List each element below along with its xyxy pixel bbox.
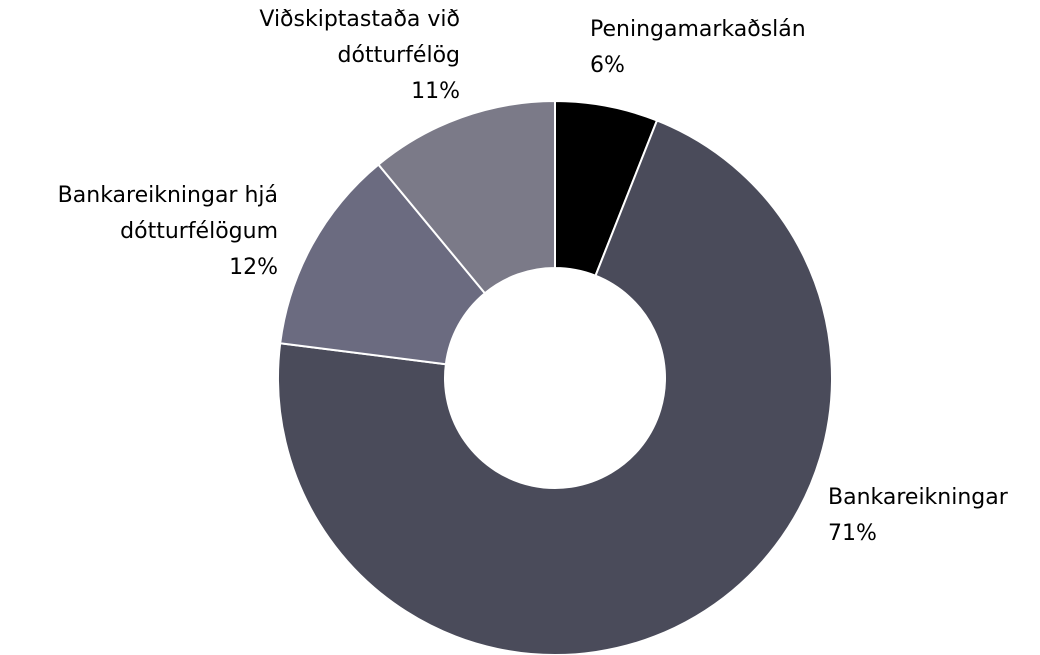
donut-segment <box>277 119 833 655</box>
donut-segment <box>279 163 487 366</box>
category-label: Bankareikningar <box>828 485 1008 510</box>
value-label: 12% <box>229 255 278 280</box>
slice-label: Bankareikningar 71% <box>828 480 1038 552</box>
slice-label: Peningamarkaðslán 6% <box>590 12 890 84</box>
value-label: 11% <box>411 79 460 104</box>
category-label: Peningamarkaðslán <box>590 17 806 42</box>
slice-label: Bankareikningar hjá dótturfélögum 12% <box>8 178 278 286</box>
donut-segment <box>377 99 556 295</box>
category-label: Viðskiptastaða við dótturfélög <box>259 7 460 68</box>
category-label: Bankareikningar hjá dótturfélögum <box>57 183 278 244</box>
slice-label: Viðskiptastaða við dótturfélög 11% <box>190 2 460 110</box>
value-label: 6% <box>590 53 625 78</box>
value-label: 71% <box>828 521 877 546</box>
